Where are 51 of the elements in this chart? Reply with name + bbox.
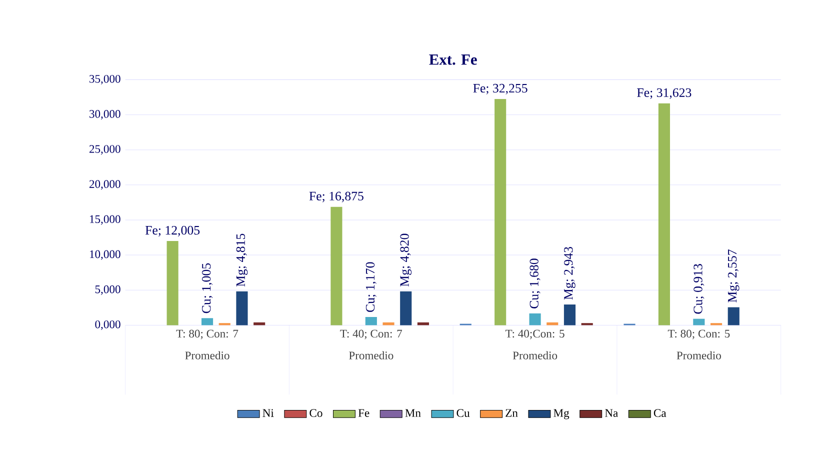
text: Promedio bbox=[512, 351, 558, 360]
bar bbox=[529, 313, 541, 326]
text: Promedio bbox=[185, 351, 230, 360]
bar bbox=[201, 318, 214, 326]
bar bbox=[236, 291, 248, 326]
legend-label: Ni bbox=[262, 409, 274, 417]
bar bbox=[564, 304, 576, 326]
data-label: Cu; 1,005 bbox=[202, 263, 213, 313]
bar bbox=[365, 316, 377, 326]
bar bbox=[658, 103, 670, 326]
legend-label: Fe bbox=[358, 409, 370, 417]
x-tick-label: T: 80; Con: 5 bbox=[668, 330, 730, 340]
legend-label: Co bbox=[310, 409, 322, 417]
y-tick-label: 10,000 bbox=[90, 250, 120, 260]
y-tick-label: 25,000 bbox=[89, 145, 120, 154]
y-tick-label: 20,000 bbox=[89, 180, 120, 190]
data-label: Cu; 1,170 bbox=[366, 262, 376, 312]
data-label: Mg; 2,557 bbox=[728, 249, 740, 302]
bar bbox=[330, 206, 342, 326]
legend-label: Zn bbox=[506, 409, 518, 417]
data-label: Fe; 16,875 bbox=[309, 192, 364, 202]
x-tick-label: T: 40; Con: 7 bbox=[340, 330, 402, 340]
legend-label: Ca bbox=[654, 409, 666, 417]
bar bbox=[728, 307, 740, 326]
data-label: Mg; 2,943 bbox=[564, 246, 576, 300]
bar bbox=[166, 240, 178, 326]
x-tick-label: T: 40;Con: 5 bbox=[505, 330, 564, 340]
y-tick-label: 35,000 bbox=[90, 74, 120, 84]
bar bbox=[693, 318, 705, 326]
data-label: Cu; 1,680 bbox=[530, 258, 540, 308]
data-label: Fe; 32,255 bbox=[473, 84, 528, 94]
data-label: Fe; 31,623 bbox=[637, 88, 692, 99]
text: Promedio bbox=[349, 351, 394, 360]
data-label: Mg; 4,815 bbox=[236, 234, 248, 286]
y-tick-label: 15,000 bbox=[90, 215, 120, 225]
y-tick-label: 30,000 bbox=[90, 110, 120, 120]
chart-title: Ext. Fe bbox=[429, 54, 477, 65]
legend-label: Cu bbox=[456, 409, 470, 417]
bar bbox=[400, 291, 412, 326]
bar bbox=[494, 98, 506, 326]
y-tick-label: 0,000 bbox=[95, 320, 120, 330]
legend-label: Mn bbox=[405, 409, 421, 417]
legend-label: Na bbox=[604, 409, 618, 417]
data-label: Mg; 4,820 bbox=[400, 234, 412, 286]
data-label: Cu; 0,913 bbox=[694, 264, 704, 314]
bar bbox=[382, 322, 394, 326]
x-tick-label: T: 80; Con: 7 bbox=[176, 330, 238, 340]
y-tick-label: 5,000 bbox=[95, 285, 120, 295]
data-label: Fe; 12,005 bbox=[145, 226, 200, 236]
text: Promedio bbox=[676, 351, 721, 360]
legend-label: Mg bbox=[554, 409, 570, 420]
